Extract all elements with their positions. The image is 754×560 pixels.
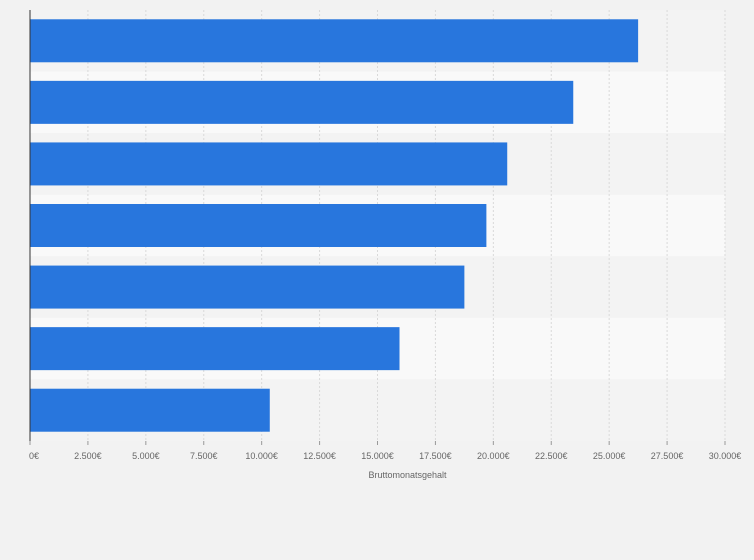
tick-label: 7.500€ <box>190 451 218 461</box>
bar <box>30 327 400 371</box>
bar <box>30 19 639 63</box>
bar <box>30 80 574 124</box>
bar <box>30 142 508 186</box>
tick-label: 12.500€ <box>303 451 336 461</box>
tick-label: 20.000€ <box>477 451 510 461</box>
tick-label: 27.500€ <box>651 451 684 461</box>
tick-label: 5.000€ <box>132 451 160 461</box>
tick-label: 2.500€ <box>74 451 102 461</box>
tick-label: 10.000€ <box>245 451 278 461</box>
tick-label: 25.000€ <box>593 451 626 461</box>
bar <box>30 265 465 309</box>
tick-label: 22.500€ <box>535 451 568 461</box>
x-axis-label: Bruttomonatsgehalt <box>368 470 447 480</box>
bar <box>30 204 487 247</box>
tick-label: 30.000€ <box>709 451 742 461</box>
tick-label: 15.000€ <box>361 451 394 461</box>
bars <box>30 19 639 432</box>
x-axis-ticks: 0€ 2.500€ 5.000€ 7.500€ 10.000€ 12.500€ 15.000… <box>29 441 741 461</box>
tick-label: 0€ <box>29 451 39 461</box>
tick-label: 17.500€ <box>419 451 452 461</box>
bar <box>30 388 270 432</box>
